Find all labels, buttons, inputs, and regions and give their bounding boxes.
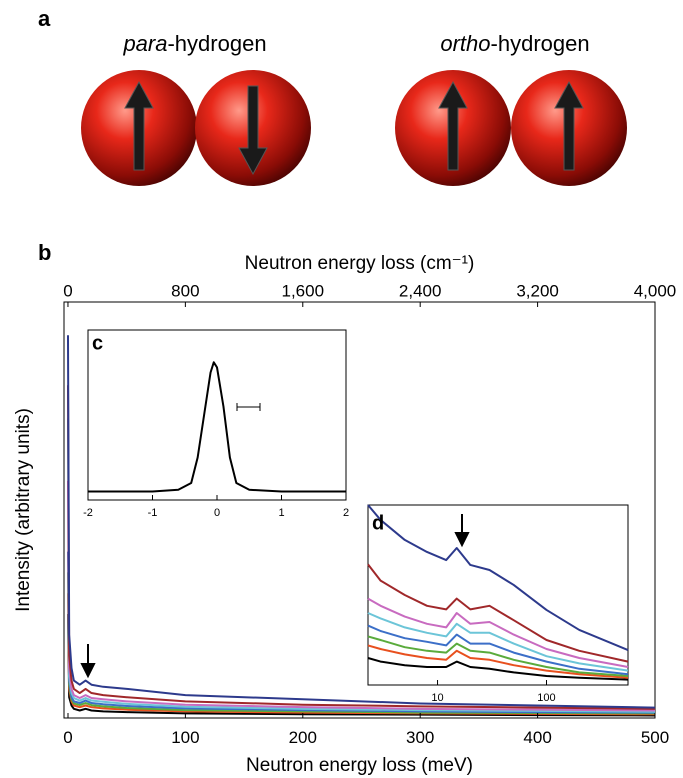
spin-up	[554, 80, 584, 171]
panel-label: a	[38, 6, 51, 31]
panel-label: b	[38, 240, 51, 265]
x-tick-label: 10	[431, 692, 443, 704]
series-line	[367, 612, 629, 672]
series-line	[66, 385, 656, 710]
series-line	[367, 597, 629, 668]
panel-label: d	[372, 512, 384, 534]
molecule-suffix: -hydrogen	[167, 31, 266, 56]
x-tick-label: 500	[641, 728, 669, 747]
x-tick-label: -2	[83, 507, 93, 519]
series-line	[367, 644, 629, 679]
series-line	[367, 624, 629, 676]
molecule-prefix: ortho	[440, 31, 490, 56]
x-tick-label: -1	[148, 507, 158, 519]
series-line	[66, 335, 656, 709]
x2-axis-label: Neutron energy loss (cm⁻¹)	[245, 253, 475, 274]
x-tick-label: 200	[289, 728, 317, 747]
arrow-head	[454, 532, 470, 548]
molecule-prefix: para	[122, 31, 167, 56]
spin-up	[438, 80, 468, 171]
x-tick-label: 1	[278, 507, 284, 519]
x2-tick-label: 4,000	[634, 281, 677, 300]
series-line	[66, 572, 656, 715]
x2-tick-label: 0	[63, 281, 72, 300]
series-line	[66, 480, 656, 712]
plot-frame	[87, 329, 347, 501]
series-line	[66, 418, 656, 713]
resolution-bar	[236, 403, 261, 411]
x2-tick-label: 3,200	[516, 281, 559, 300]
molecule-title: ortho-hydrogen	[440, 31, 589, 56]
spin-arrows	[124, 80, 584, 176]
x-tick-label: 400	[523, 728, 551, 747]
panel-label: c	[92, 332, 103, 354]
spheres	[81, 70, 627, 186]
x-axis-label: Neutron energy loss (meV)	[246, 755, 473, 776]
series-line	[88, 361, 346, 493]
y-axis-label: Intensity (arbitrary units)	[13, 408, 34, 612]
arrow-head	[80, 663, 96, 679]
x2-tick-label: 800	[171, 281, 199, 300]
x-tick-label: 0	[63, 728, 72, 747]
plot-frame	[63, 301, 656, 719]
molecule-title: para-hydrogen	[122, 31, 266, 56]
x-tick-label: 100	[537, 692, 555, 704]
x-tick-label: 100	[171, 728, 199, 747]
x2-tick-label: 1,600	[282, 281, 325, 300]
x-tick-label: 2	[343, 507, 349, 519]
series-line	[367, 563, 629, 663]
series-line	[66, 551, 656, 714]
series-line	[367, 635, 629, 677]
spin-down	[238, 85, 268, 176]
annotations	[80, 403, 470, 679]
x-tick-label: 300	[406, 728, 434, 747]
series-line	[66, 613, 656, 717]
spin-up	[124, 80, 154, 171]
molecule-suffix: -hydrogen	[491, 31, 590, 56]
x2-tick-label: 2,400	[399, 281, 442, 300]
x-tick-label: 0	[214, 507, 220, 519]
series-line	[367, 504, 629, 652]
series-line	[367, 657, 629, 681]
